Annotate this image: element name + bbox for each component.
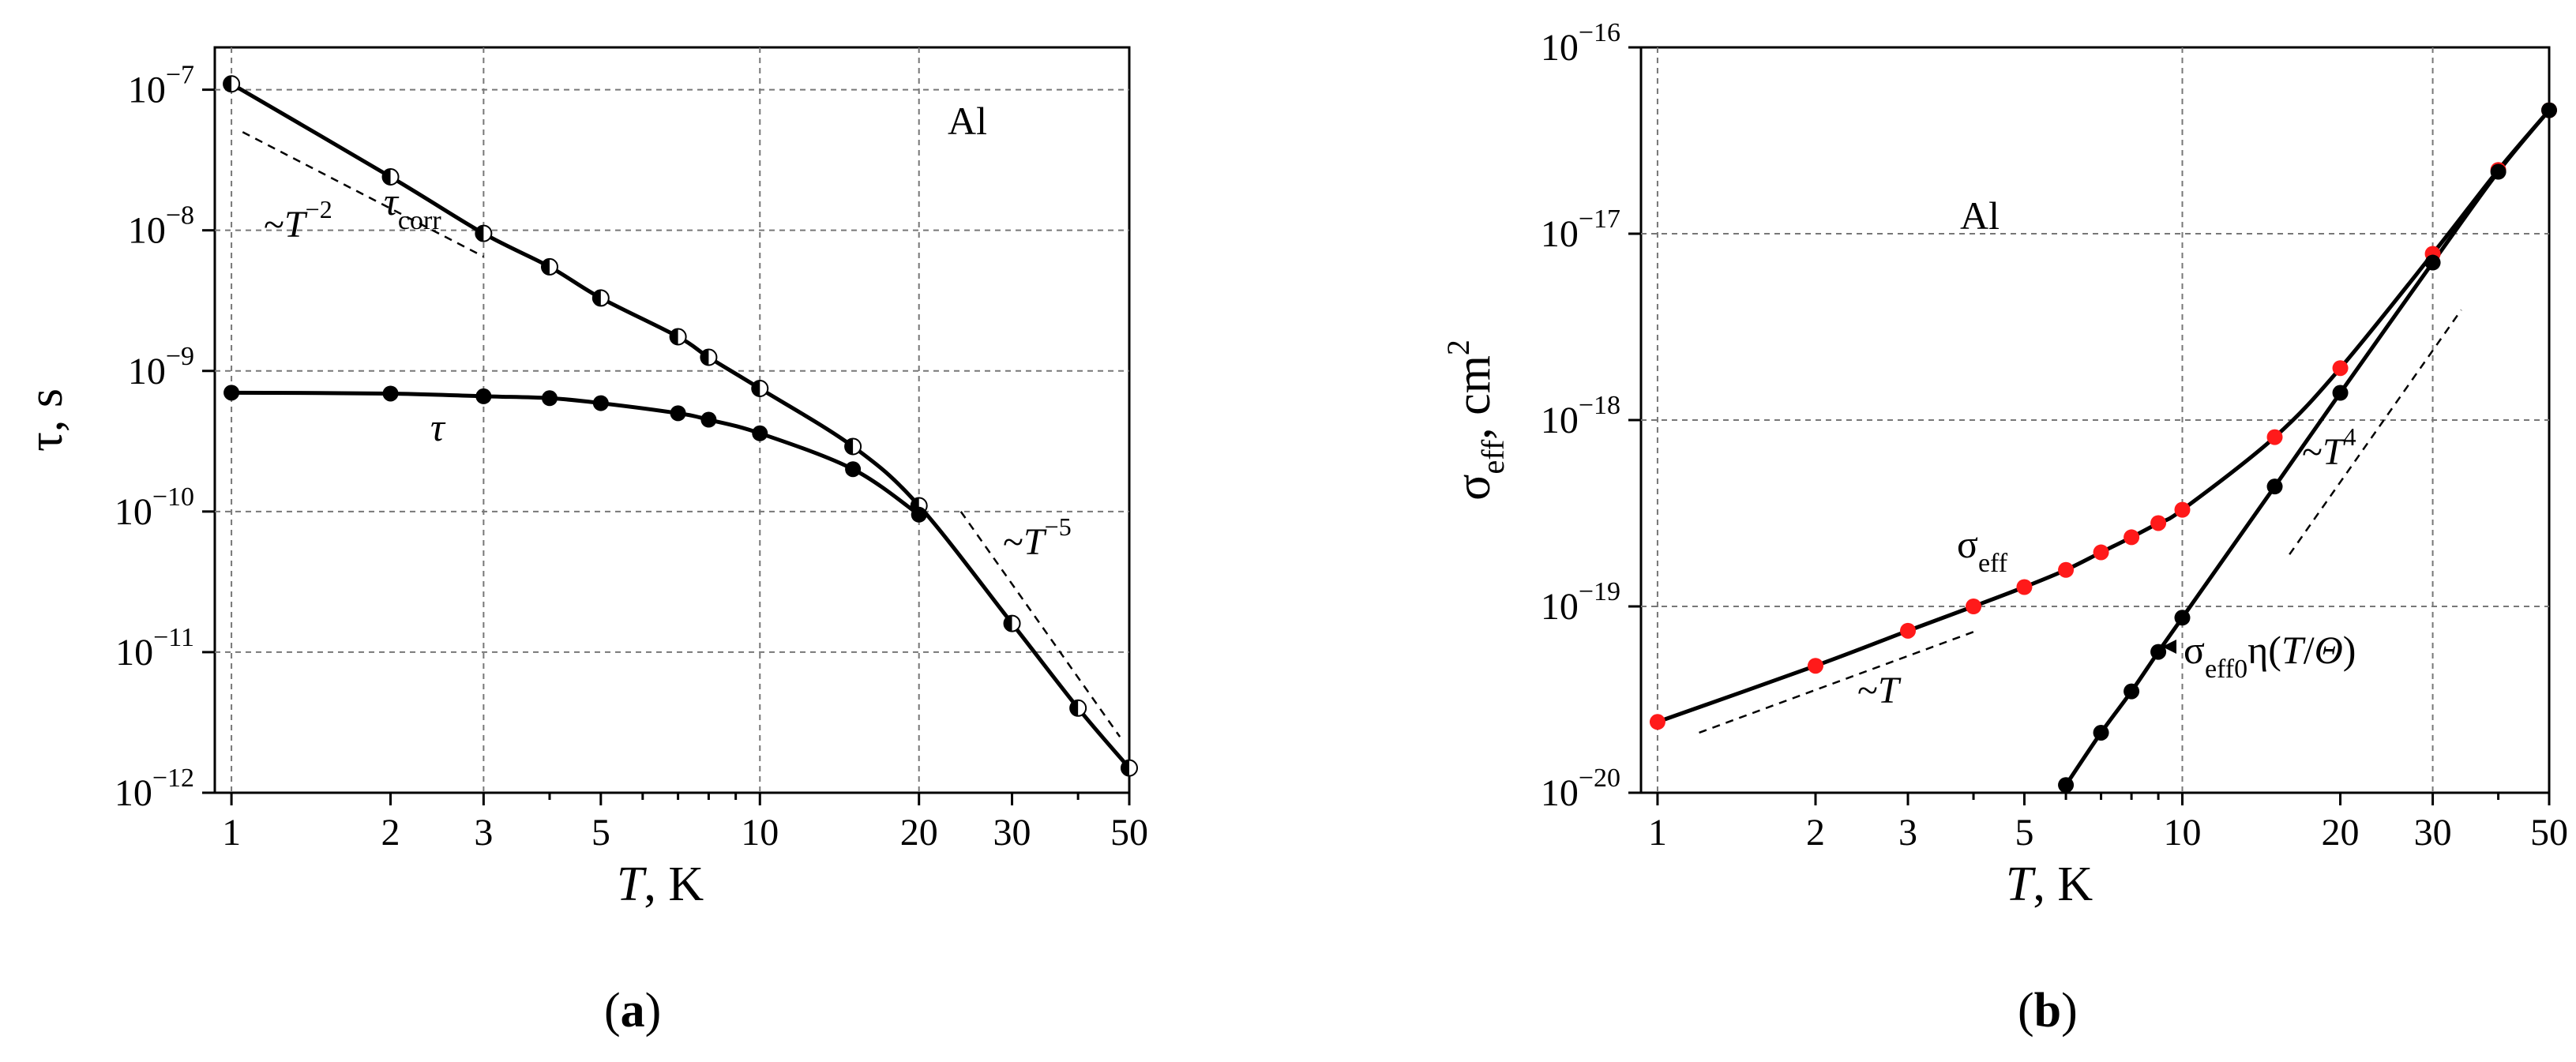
x-tick-label: 20 [900,812,938,854]
data-point [1649,714,1665,730]
x-tick-label: 5 [591,812,610,854]
data-point [592,395,609,411]
y-tick-label: 10−19 [1541,577,1620,628]
y-tick-label: 10−17 [1541,205,1620,255]
slope-label-t4: ~T4 [2302,422,2356,473]
y-tick-label: 10−10 [115,482,194,533]
data-point [844,437,862,456]
data-point [475,388,492,404]
x-tick-label: 50 [1110,812,1148,854]
series-line [231,390,921,516]
data-point [669,328,687,346]
x-tick-label: 50 [2530,812,2568,854]
material-label-b: Al [1960,193,2000,238]
data-point [2093,724,2109,741]
data-point [2174,610,2191,626]
data-point [911,506,927,523]
slope-guide-line [1699,631,1974,734]
panel-label-b: (b) [2018,984,2078,1038]
data-point [475,224,493,242]
data-point [2058,777,2075,794]
series-label-sigma-eff: σeff [1957,522,2008,578]
data-point [700,411,717,428]
data-point [2124,529,2140,546]
data-point [2332,385,2349,401]
y-tick-label: 10−16 [1541,18,1620,69]
data-point [1121,759,1138,777]
series-line [230,82,1131,770]
x-tick-label: 1 [222,812,241,854]
data-point [2424,254,2441,271]
data-point [751,380,769,398]
y-axis-title-a: τ, s [19,388,73,452]
data-point [1900,622,1917,639]
slope-guide-line [2289,309,2462,555]
plot-area-a [213,46,1131,794]
y-tick-label: 10−20 [1541,764,1620,814]
material-label-a: Al [948,99,987,143]
data-point [2490,163,2507,180]
x-axis-title-b: T, K [2006,857,2093,911]
series-label-sigma-eff0: σeff0η(T/Θ) [2184,628,2356,684]
data-point [2266,429,2283,445]
series-label-tau: τ [430,405,446,449]
data-point [2016,579,2033,595]
data-point [540,257,558,276]
x-tick-label: 5 [2015,812,2033,854]
x-tick-label: 10 [741,812,779,854]
series-label-tau-corr: τcorr [384,179,441,235]
data-point [381,167,400,186]
y-tick-label: 10−7 [128,61,194,111]
data-point [2174,501,2191,518]
arrowhead-icon [2162,640,2176,654]
x-tick-label: 30 [993,812,1031,854]
x-tick-label: 20 [2322,812,2360,854]
data-point [2124,683,2140,700]
data-point [541,390,558,407]
data-point [1069,699,1087,717]
slope-label-t-minus-5: ~T−5 [1003,512,1072,563]
data-point [845,461,862,478]
x-tick-label: 30 [2414,812,2452,854]
data-point [1966,599,1982,614]
x-tick-label: 10 [2163,812,2201,854]
y-tick-label: 10−18 [1541,391,1620,441]
data-point [1807,658,1823,674]
data-point [2093,544,2109,561]
slope-guide-line [959,511,1121,737]
y-axis-title-b: σeff, cm2 [1440,340,1511,501]
panel-b: 1 2 3 5 10 20 30 50 10−20 10−19 10−18 10−17 10−16 Al… [1440,18,2568,1038]
data-point [670,405,686,422]
data-point [700,348,718,366]
data-point [223,75,241,93]
x-tick-label: 3 [474,812,493,854]
x-tick-label: 2 [1806,812,1825,854]
data-point [2541,102,2557,118]
panel-a: 1 2 3 5 10 20 30 5010−1210−1110−1010−910−810−7 … [19,46,1148,1038]
data-point [2150,515,2167,531]
data-point [2332,360,2349,377]
data-point [223,385,240,401]
data-point [752,425,768,441]
slope-label-t-minus-2: ~T−2 [264,195,332,246]
slope-label-t: ~T [1857,670,1902,711]
y-tick-label: 10−12 [115,764,194,814]
data-point [2150,644,2167,660]
data-point [591,289,610,307]
x-tick-label: 3 [1898,812,1917,854]
data-point [2058,561,2075,578]
slope-guide-line [242,131,484,258]
x-tick-label: 1 [1648,812,1667,854]
y-tick-label: 10−11 [115,623,194,674]
panel-label-a: (a) [604,984,661,1038]
y-tick-label: 10−9 [128,342,194,392]
data-point [1003,614,1021,632]
series-line [1657,108,2551,724]
x-tick-label: 2 [381,812,400,854]
data-point [382,385,399,402]
y-tick-label: 10−8 [128,201,194,252]
x-axis-title-a: T, K [617,857,704,911]
data-point [2266,478,2283,495]
